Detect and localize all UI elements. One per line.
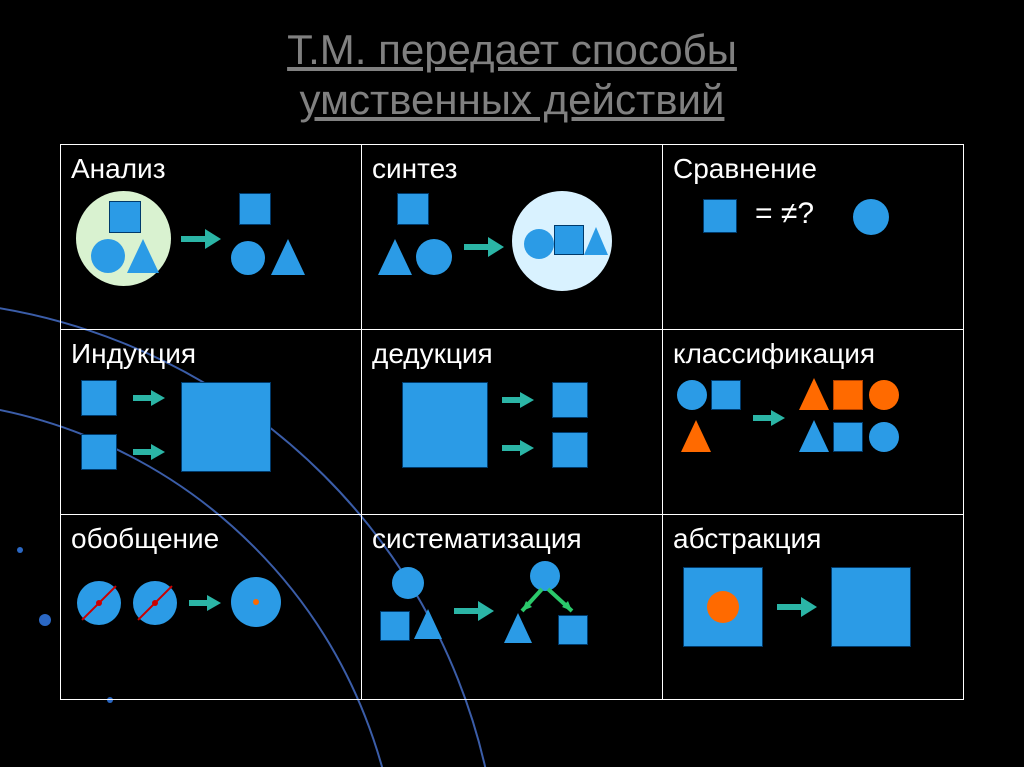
square-icon: [831, 567, 911, 647]
cell-systematization: систематизация: [362, 514, 663, 699]
square-icon: [554, 225, 584, 255]
circle-icon: [707, 591, 739, 623]
title-line-1: Т.М. передает способы: [287, 26, 737, 73]
circle-icon: [416, 239, 452, 275]
square-icon: [703, 199, 737, 233]
triangle-icon: [584, 227, 608, 255]
square-icon: [552, 382, 588, 418]
cell-label: абстракция: [673, 523, 953, 555]
cell-label: Сравнение: [673, 153, 953, 185]
diagram-synthesis: [372, 191, 652, 311]
dot-icon: [253, 599, 259, 605]
table-row: обобщение система: [61, 514, 964, 699]
square-icon: [558, 615, 588, 645]
triangle-icon: [799, 420, 829, 452]
circle-icon: [392, 567, 424, 599]
circle-icon: [853, 199, 889, 235]
title-line-2: умственных действий: [300, 76, 725, 123]
cell-generalization: обобщение: [61, 514, 362, 699]
slide-content: Т.М. передает способы умственных действи…: [0, 0, 1024, 767]
square-icon: [109, 201, 141, 233]
circle-icon: [524, 229, 554, 259]
cell-comparison: Сравнение = ≠?: [663, 144, 964, 329]
triangle-icon: [799, 378, 829, 410]
cell-label: синтез: [372, 153, 652, 185]
diagram-deduction: [372, 376, 652, 496]
cell-induction: Индукция: [61, 329, 362, 514]
triangle-icon: [414, 609, 442, 639]
diagram-analysis: [71, 191, 351, 311]
square-icon: [833, 380, 863, 410]
slide-title: Т.М. передает способы умственных действи…: [60, 25, 964, 126]
diagram-comparison: = ≠?: [673, 191, 953, 311]
square-icon: [397, 193, 429, 225]
square-icon: [81, 434, 117, 470]
cell-label: дедукция: [372, 338, 652, 370]
table-row: Анализ: [61, 144, 964, 329]
cell-deduction: дедукция: [362, 329, 663, 514]
circle-icon: [677, 380, 707, 410]
cell-synthesis: синтез: [362, 144, 663, 329]
square-icon: [239, 193, 271, 225]
cell-classification: классификация: [663, 329, 964, 514]
cell-label: классификация: [673, 338, 953, 370]
square-icon: [181, 382, 271, 472]
triangle-icon: [504, 613, 532, 643]
diagram-generalization: [71, 561, 351, 681]
square-icon: [711, 380, 741, 410]
cell-label: Анализ: [71, 153, 351, 185]
tree-arrows: [502, 561, 622, 661]
circle-icon: [91, 239, 125, 273]
methods-table: Анализ: [60, 144, 964, 700]
square-icon: [833, 422, 863, 452]
diagram-systematization: [372, 561, 652, 681]
cell-label: Индукция: [71, 338, 351, 370]
table-row: Индукция дедукция: [61, 329, 964, 514]
circle-icon: [231, 241, 265, 275]
square-icon: [380, 611, 410, 641]
triangle-icon: [271, 239, 305, 275]
cell-abstraction: абстракция: [663, 514, 964, 699]
cell-analysis: Анализ: [61, 144, 362, 329]
square-icon: [402, 382, 488, 468]
cell-label: обобщение: [71, 523, 351, 555]
triangle-icon: [127, 239, 159, 273]
square-icon: [552, 432, 588, 468]
comparison-symbols: = ≠?: [755, 197, 814, 231]
circle-icon: [869, 422, 899, 452]
cell-label: систематизация: [372, 523, 652, 555]
diagram-classification: [673, 376, 953, 496]
triangle-icon: [378, 239, 412, 275]
square-icon: [81, 380, 117, 416]
diagram-induction: [71, 376, 351, 496]
diagram-abstraction: [673, 561, 953, 681]
circle-icon: [869, 380, 899, 410]
triangle-icon: [681, 420, 711, 452]
